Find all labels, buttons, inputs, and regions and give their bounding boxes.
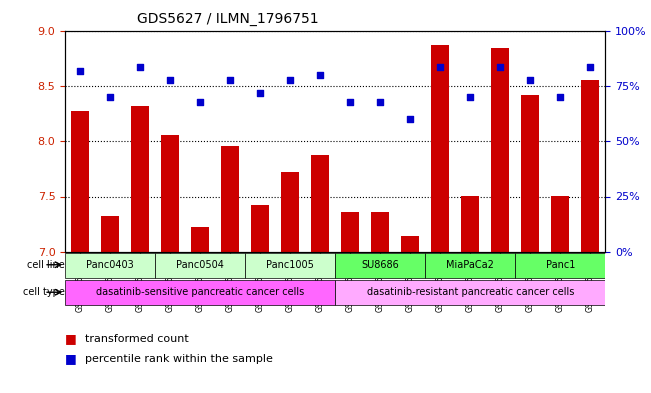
Text: SU8686: SU8686 [361,260,399,270]
Bar [341,212,359,252]
FancyBboxPatch shape [335,253,425,278]
Bar [462,196,479,252]
Point [225,77,236,83]
Text: transformed count: transformed count [85,334,188,344]
Bar [311,155,329,252]
Bar [251,205,270,252]
Point [555,94,566,101]
Text: Panc0403: Panc0403 [86,260,134,270]
Point [165,77,175,83]
Bar [492,48,509,252]
Bar [131,106,149,252]
Bar [221,146,239,252]
FancyBboxPatch shape [155,253,245,278]
Point [375,99,385,105]
FancyBboxPatch shape [65,281,335,305]
Bar [101,216,119,252]
Bar [521,95,540,252]
Text: MiaPaCa2: MiaPaCa2 [447,260,494,270]
Text: Panc1: Panc1 [546,260,575,270]
Text: dasatinib-sensitive pancreatic cancer cells: dasatinib-sensitive pancreatic cancer ce… [96,287,304,297]
Bar [71,111,89,252]
Point [345,99,355,105]
Text: GDS5627 / ILMN_1796751: GDS5627 / ILMN_1796751 [137,12,318,26]
Text: percentile rank within the sample: percentile rank within the sample [85,354,273,364]
Bar [401,236,419,252]
FancyBboxPatch shape [65,253,155,278]
Point [495,64,506,70]
Bar [432,45,449,252]
Text: cell line: cell line [27,260,65,270]
Point [285,77,296,83]
Text: ■: ■ [65,352,77,365]
Point [315,72,326,79]
FancyBboxPatch shape [425,253,516,278]
Bar [161,135,179,252]
Text: cell type: cell type [23,287,65,297]
Bar [191,227,209,252]
FancyBboxPatch shape [516,253,605,278]
Bar [281,172,299,252]
Point [405,116,415,123]
Point [105,94,115,101]
Bar [551,196,570,252]
FancyBboxPatch shape [245,253,335,278]
Point [75,68,85,74]
Bar [371,212,389,252]
Point [525,77,536,83]
FancyBboxPatch shape [335,281,605,305]
Text: Panc1005: Panc1005 [266,260,314,270]
Point [465,94,475,101]
Point [435,64,445,70]
Text: dasatinib-resistant pancreatic cancer cells: dasatinib-resistant pancreatic cancer ce… [367,287,574,297]
Point [135,64,145,70]
Point [195,99,206,105]
Point [585,64,596,70]
Bar [581,80,600,252]
Text: ■: ■ [65,332,77,345]
Point [255,90,266,96]
Text: Panc0504: Panc0504 [176,260,224,270]
